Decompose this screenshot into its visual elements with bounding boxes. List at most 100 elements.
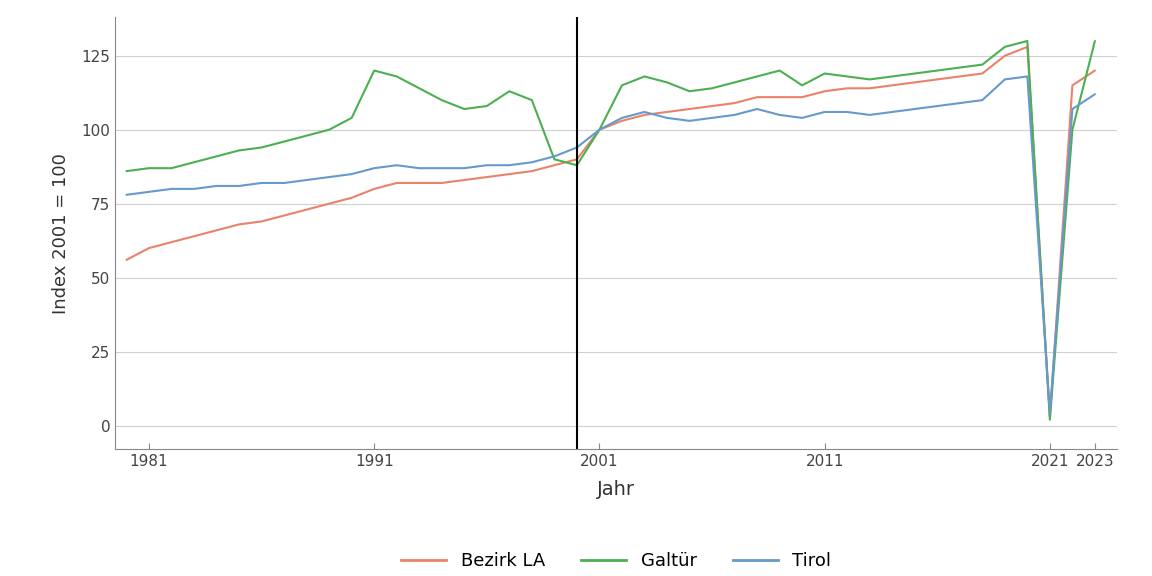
Bezirk LA	[187, 233, 200, 240]
Bezirk LA	[434, 180, 448, 187]
Galtür	[1087, 37, 1101, 44]
Bezirk LA	[998, 52, 1011, 59]
Tirol	[165, 185, 179, 192]
X-axis label: Jahr: Jahr	[598, 480, 635, 499]
Line: Galtür: Galtür	[127, 41, 1094, 420]
Bezirk LA	[1087, 67, 1101, 74]
Tirol	[976, 97, 990, 104]
Galtür	[750, 73, 764, 80]
Galtür	[344, 115, 358, 122]
Tirol	[908, 105, 922, 112]
Tirol	[1043, 410, 1056, 417]
Bezirk LA	[278, 212, 291, 219]
Bezirk LA	[660, 108, 674, 115]
Tirol	[637, 108, 651, 115]
Bezirk LA	[592, 126, 606, 133]
Bezirk LA	[683, 105, 697, 112]
Tirol	[818, 108, 832, 115]
Galtür	[457, 105, 471, 112]
Bezirk LA	[344, 194, 358, 201]
Galtür	[592, 126, 606, 133]
Tirol	[998, 76, 1011, 83]
Tirol	[210, 183, 223, 190]
Galtür	[412, 85, 426, 92]
Bezirk LA	[1021, 43, 1034, 50]
Bezirk LA	[750, 94, 764, 101]
Bezirk LA	[367, 185, 381, 192]
Tirol	[389, 162, 403, 169]
Galtür	[976, 61, 990, 68]
Tirol	[323, 173, 336, 180]
Galtür	[210, 153, 223, 160]
Galtür	[728, 79, 742, 86]
Tirol	[931, 103, 945, 109]
Bezirk LA	[1066, 82, 1079, 89]
Galtür	[1066, 126, 1079, 133]
Bezirk LA	[908, 79, 922, 86]
Tirol	[480, 162, 494, 169]
Bezirk LA	[142, 245, 156, 252]
Bezirk LA	[233, 221, 247, 228]
Galtür	[434, 97, 448, 104]
Galtür	[165, 165, 179, 172]
Bezirk LA	[255, 218, 268, 225]
Galtür	[660, 79, 674, 86]
Tirol	[187, 185, 200, 192]
Tirol	[344, 170, 358, 177]
Line: Tirol: Tirol	[127, 77, 1094, 414]
Tirol	[142, 188, 156, 195]
Bezirk LA	[570, 156, 584, 163]
Galtür	[705, 85, 719, 92]
Tirol	[885, 108, 899, 115]
Bezirk LA	[773, 94, 787, 101]
Galtür	[570, 162, 584, 169]
Bezirk LA	[795, 94, 809, 101]
Tirol	[255, 180, 268, 187]
Galtür	[840, 73, 854, 80]
Galtür	[323, 126, 336, 133]
Bezirk LA	[705, 103, 719, 109]
Tirol	[660, 115, 674, 122]
Bezirk LA	[840, 85, 854, 92]
Tirol	[233, 183, 247, 190]
Galtür	[233, 147, 247, 154]
Bezirk LA	[323, 200, 336, 207]
Galtür	[300, 132, 313, 139]
Galtür	[998, 43, 1011, 50]
Bezirk LA	[457, 177, 471, 184]
Legend: Bezirk LA, Galtür, Tirol: Bezirk LA, Galtür, Tirol	[394, 545, 839, 576]
Galtür	[683, 88, 697, 94]
Tirol	[434, 165, 448, 172]
Galtür	[525, 97, 539, 104]
Galtür	[931, 67, 945, 74]
Tirol	[773, 112, 787, 119]
Galtür	[389, 73, 403, 80]
Tirol	[615, 115, 629, 122]
Galtür	[502, 88, 516, 94]
Tirol	[412, 165, 426, 172]
Galtür	[953, 64, 967, 71]
Galtür	[615, 82, 629, 89]
Tirol	[547, 153, 561, 160]
Bezirk LA	[165, 238, 179, 245]
Tirol	[592, 126, 606, 133]
Tirol	[120, 191, 134, 198]
Bezirk LA	[525, 168, 539, 175]
Line: Bezirk LA: Bezirk LA	[127, 47, 1094, 416]
Bezirk LA	[120, 256, 134, 263]
Galtür	[1043, 416, 1056, 423]
Tirol	[1087, 91, 1101, 98]
Galtür	[1021, 37, 1034, 44]
Bezirk LA	[863, 85, 877, 92]
Bezirk LA	[412, 180, 426, 187]
Tirol	[502, 162, 516, 169]
Bezirk LA	[1043, 413, 1056, 420]
Galtür	[142, 165, 156, 172]
Bezirk LA	[885, 82, 899, 89]
Galtür	[120, 168, 134, 175]
Galtür	[637, 73, 651, 80]
Bezirk LA	[480, 173, 494, 180]
Galtür	[795, 82, 809, 89]
Tirol	[457, 165, 471, 172]
Bezirk LA	[818, 88, 832, 94]
